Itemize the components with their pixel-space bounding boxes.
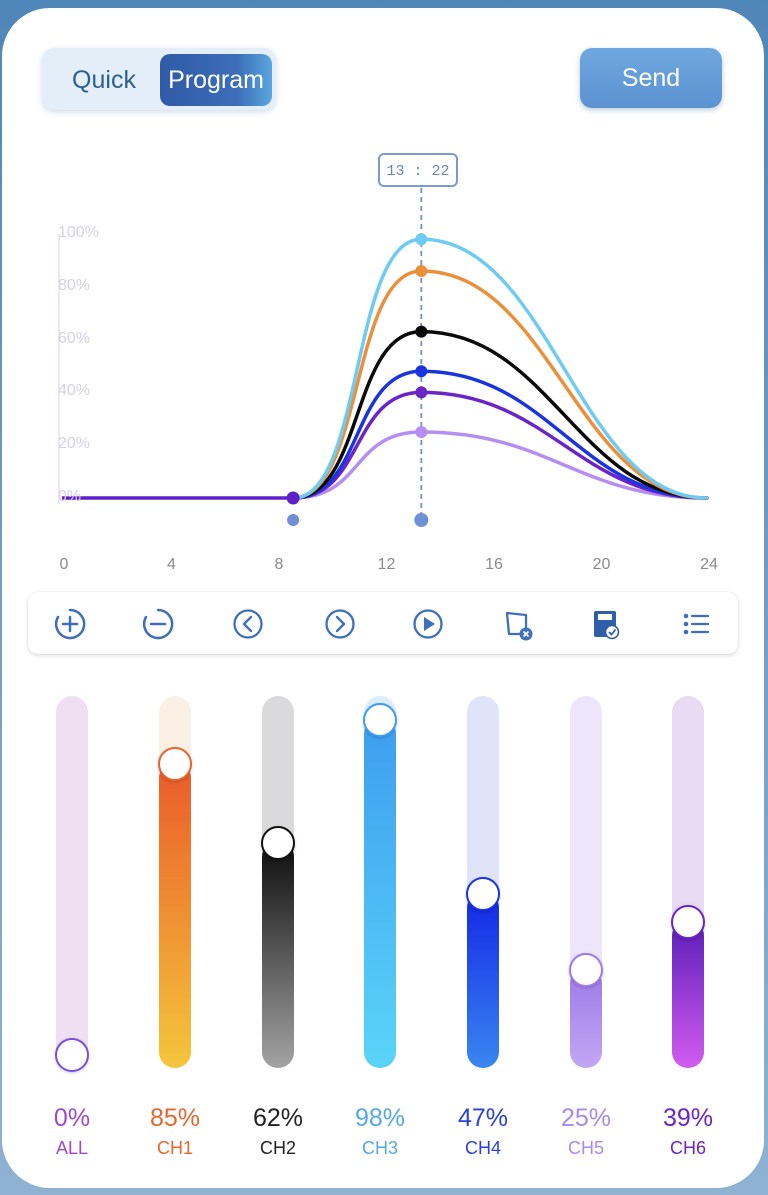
next-point-icon[interactable] xyxy=(320,604,360,644)
slider-knob[interactable] xyxy=(671,904,705,939)
slider-knob[interactable] xyxy=(466,877,500,912)
clear-program-icon[interactable] xyxy=(498,604,538,644)
series-line-3 xyxy=(291,329,709,500)
remove-point-icon[interactable] xyxy=(138,604,178,644)
channel-label: CH1 xyxy=(156,1138,193,1158)
series-line-2 xyxy=(291,269,709,500)
program-toolbar xyxy=(28,592,738,654)
channel-label: ALL xyxy=(55,1138,89,1158)
channel-value: 62% xyxy=(252,1104,304,1132)
series-point-5 xyxy=(415,386,428,399)
slider-ch1[interactable] xyxy=(158,696,192,1068)
x-tick-label: 16 xyxy=(485,556,503,573)
series-point-6 xyxy=(415,426,428,438)
time-marker-label: 13 : 22 xyxy=(378,153,458,187)
channel-label: CH4 xyxy=(464,1138,501,1158)
slider-ch4[interactable] xyxy=(466,696,500,1068)
slider-knob[interactable] xyxy=(363,702,397,737)
x-tick-label: 0 xyxy=(59,556,69,573)
channel-label: CH3 xyxy=(361,1138,398,1158)
slider-fill xyxy=(467,892,499,1068)
series-point-1 xyxy=(415,233,428,246)
start-point xyxy=(286,491,300,505)
slider-knob[interactable] xyxy=(569,952,603,987)
previous-point-icon[interactable] xyxy=(228,604,268,644)
program-card: Quick Program Send 13 : 22 100% 80% 60% 40%… xyxy=(2,8,764,1188)
x-tick-label: 24 xyxy=(700,556,718,573)
program-list-icon[interactable] xyxy=(676,604,716,644)
channel-value: 85% xyxy=(149,1104,201,1132)
add-point-icon[interactable] xyxy=(50,604,90,644)
channel-value: 0% xyxy=(53,1104,91,1132)
slider-ch5[interactable] xyxy=(569,696,603,1068)
light-program-chart[interactable] xyxy=(2,8,764,588)
slider-ch3[interactable] xyxy=(363,696,397,1068)
series-line-1 xyxy=(291,237,709,500)
slider-ch2[interactable] xyxy=(261,696,295,1068)
slider-all[interactable] xyxy=(55,696,89,1072)
y-tick-label: 100% xyxy=(58,224,99,241)
channel-label: CH6 xyxy=(669,1138,706,1158)
x-tick-label: 12 xyxy=(377,556,396,573)
y-tick-label: 20% xyxy=(58,435,91,453)
program-mode-tab[interactable]: Program xyxy=(160,54,272,106)
series-line-5 xyxy=(291,390,709,500)
slider-fill xyxy=(672,919,704,1068)
mode-segmented-control: Quick Program xyxy=(42,48,276,110)
y-tick-label: 0% xyxy=(58,488,82,505)
series-line-4 xyxy=(291,369,709,500)
channel-value: 25% xyxy=(560,1104,612,1132)
play-preview-icon[interactable] xyxy=(408,604,448,644)
series-line-6 xyxy=(291,430,709,500)
save-program-icon[interactable] xyxy=(586,604,626,644)
x-tick-label: 20 xyxy=(592,556,611,573)
y-tick-label: 80% xyxy=(58,276,91,294)
slider-fill xyxy=(262,840,294,1068)
slider-fill xyxy=(364,717,396,1068)
slider-ch6[interactable] xyxy=(671,696,705,1068)
peak-handle xyxy=(414,513,429,527)
quick-mode-tab[interactable]: Quick xyxy=(48,54,160,106)
series-point-2 xyxy=(415,264,428,277)
start-handle xyxy=(287,514,300,526)
slider-knob[interactable] xyxy=(55,1038,89,1072)
slider-knob[interactable] xyxy=(261,825,295,860)
send-button[interactable]: Send xyxy=(580,48,722,108)
channel-label: CH5 xyxy=(567,1138,604,1158)
y-tick-label: 60% xyxy=(58,329,91,347)
slider-knob[interactable] xyxy=(158,747,192,782)
channel-value: 47% xyxy=(457,1104,509,1132)
x-tick-label: 4 xyxy=(167,556,176,573)
slider-track[interactable] xyxy=(56,696,88,1068)
channel-value: 98% xyxy=(354,1104,406,1132)
slider-fill xyxy=(159,762,191,1068)
series-point-4 xyxy=(415,365,428,378)
channel-label: CH2 xyxy=(259,1138,296,1158)
channel-value: 39% xyxy=(662,1104,714,1132)
y-tick-label: 40% xyxy=(58,382,91,400)
x-tick-label: 8 xyxy=(274,556,284,573)
series-point-3 xyxy=(415,325,428,338)
